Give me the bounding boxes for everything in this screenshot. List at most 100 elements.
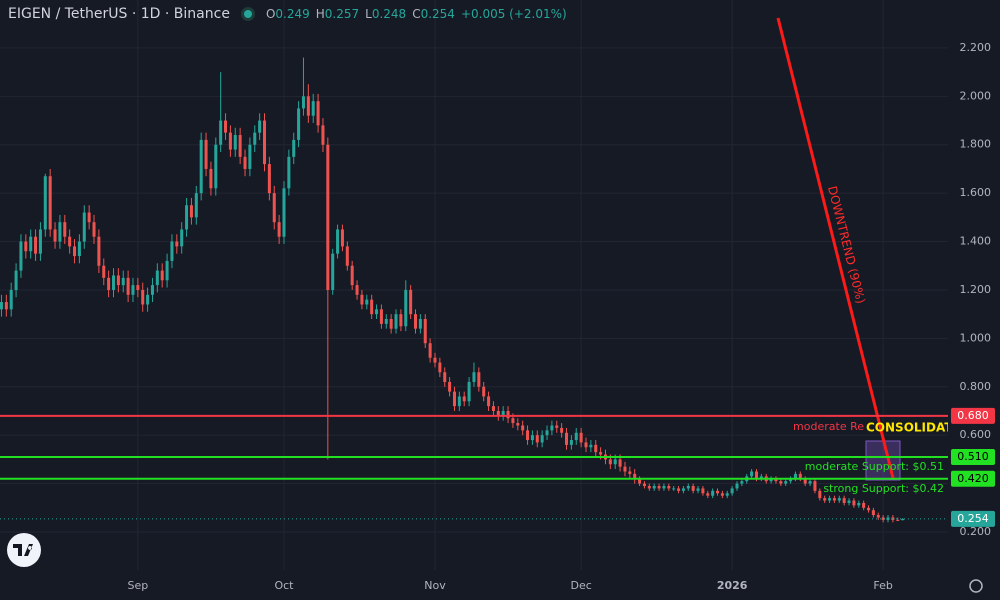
candle-body — [224, 120, 228, 133]
candle-body — [735, 483, 739, 489]
candle-body — [828, 498, 832, 501]
x-tick-label: Oct — [274, 579, 294, 592]
candle-body — [394, 314, 398, 329]
candle-body — [506, 410, 510, 419]
candle-body — [92, 222, 96, 237]
candle-body — [204, 139, 208, 169]
candle-body — [331, 253, 335, 290]
candle-body — [740, 481, 744, 484]
candle-body — [82, 212, 86, 242]
candle-body — [262, 120, 267, 165]
candle-body — [9, 289, 13, 310]
last-price-tag — [951, 510, 995, 527]
candle-body — [48, 176, 52, 230]
candle-body — [477, 372, 481, 387]
candle-body — [136, 285, 140, 290]
candle-body — [277, 222, 281, 237]
candle-body — [691, 486, 695, 491]
candle-body — [759, 476, 763, 479]
candle-body — [209, 168, 213, 189]
candle-body — [823, 498, 827, 501]
candle-body — [175, 241, 179, 247]
candle-body — [657, 486, 661, 489]
candle-body — [813, 481, 817, 491]
candle-body — [681, 488, 685, 491]
candle-body — [73, 246, 77, 257]
candle-body — [219, 120, 223, 145]
candle-body — [214, 144, 218, 189]
change: +0.005 (+2.01%) — [460, 7, 567, 21]
candle-body — [652, 486, 656, 489]
candle-body — [720, 493, 724, 496]
candle-body — [297, 108, 301, 140]
candle-body — [716, 490, 720, 494]
candle-body — [642, 483, 646, 487]
candle-body — [375, 309, 379, 315]
x-tick-label: 2026 — [717, 579, 748, 592]
candle-body — [701, 488, 705, 494]
candle-body — [370, 299, 374, 315]
candle-body — [623, 466, 627, 472]
candle-body — [404, 289, 408, 327]
candle-body — [87, 212, 91, 223]
candle-body — [501, 410, 505, 416]
candle-body — [413, 314, 418, 329]
candle-body — [267, 164, 271, 194]
candle-body — [638, 478, 642, 484]
y-tick-label: 1.400 — [960, 235, 992, 248]
candle-body — [228, 132, 232, 150]
candle-body — [0, 302, 3, 310]
candle-body — [29, 236, 33, 252]
candle-body — [282, 188, 286, 237]
level-tag-label: 0.680 — [957, 409, 989, 422]
x-tick-label: Nov — [424, 579, 446, 592]
candle-body — [336, 229, 340, 254]
candle-body — [34, 236, 38, 254]
candle-body — [574, 432, 578, 441]
settings-icon[interactable] — [969, 579, 983, 593]
candle-body — [881, 517, 885, 520]
candle-body — [53, 229, 57, 242]
candle-body — [462, 396, 466, 402]
candle-body — [769, 478, 773, 482]
candle-body — [131, 285, 135, 295]
level-tag — [951, 470, 995, 487]
ohlc-key: H — [315, 7, 325, 21]
x-tick-label: Dec — [570, 579, 591, 592]
header: EIGEN / TetherUS · 1D · Binance O0.249 H0.… — [8, 6, 573, 22]
candle-body — [482, 386, 486, 397]
candle-body — [379, 309, 383, 324]
candle-body — [126, 277, 130, 295]
candle-body — [516, 423, 520, 426]
y-tick-label: 1.200 — [960, 283, 992, 296]
candle-body — [754, 471, 758, 479]
candle-body — [58, 222, 62, 242]
candle-body — [798, 473, 802, 479]
candle-body — [150, 285, 154, 295]
candle-body — [301, 96, 305, 109]
candle-body — [852, 500, 856, 506]
candle-body — [19, 241, 23, 271]
candle-body — [608, 459, 612, 465]
candle-body — [63, 222, 67, 237]
y-tick-label: 2.200 — [960, 41, 992, 54]
candle-body — [423, 319, 427, 344]
candle-body — [832, 498, 836, 501]
ohlc-value: 0.248 — [371, 7, 407, 21]
candle-body — [467, 381, 471, 402]
candle-body — [535, 435, 539, 443]
candle-body — [292, 139, 296, 157]
candle-body — [706, 493, 710, 496]
candle-body — [579, 432, 583, 443]
candle-body — [360, 294, 364, 305]
candle-body — [355, 285, 359, 295]
candle-body — [448, 381, 452, 392]
candle-body — [38, 229, 42, 254]
level-tag — [951, 448, 995, 465]
candle-body — [521, 425, 525, 431]
level-note: moderate Re — [793, 420, 864, 433]
candle-body — [871, 510, 875, 516]
candle-body — [24, 241, 28, 252]
candle-body — [345, 246, 349, 266]
